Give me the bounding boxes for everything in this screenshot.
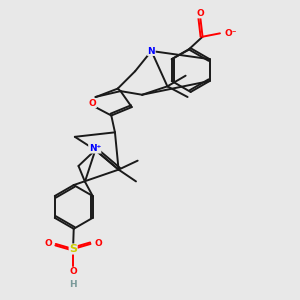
Text: O: O [94,239,102,248]
Text: O: O [88,99,96,108]
Text: O: O [44,239,52,248]
Text: N⁺: N⁺ [88,144,101,153]
Text: N: N [148,46,155,56]
Text: O⁻: O⁻ [224,29,237,38]
Text: O: O [196,9,204,18]
Text: H: H [69,280,77,289]
Text: O: O [69,268,77,277]
Text: S: S [69,244,77,254]
